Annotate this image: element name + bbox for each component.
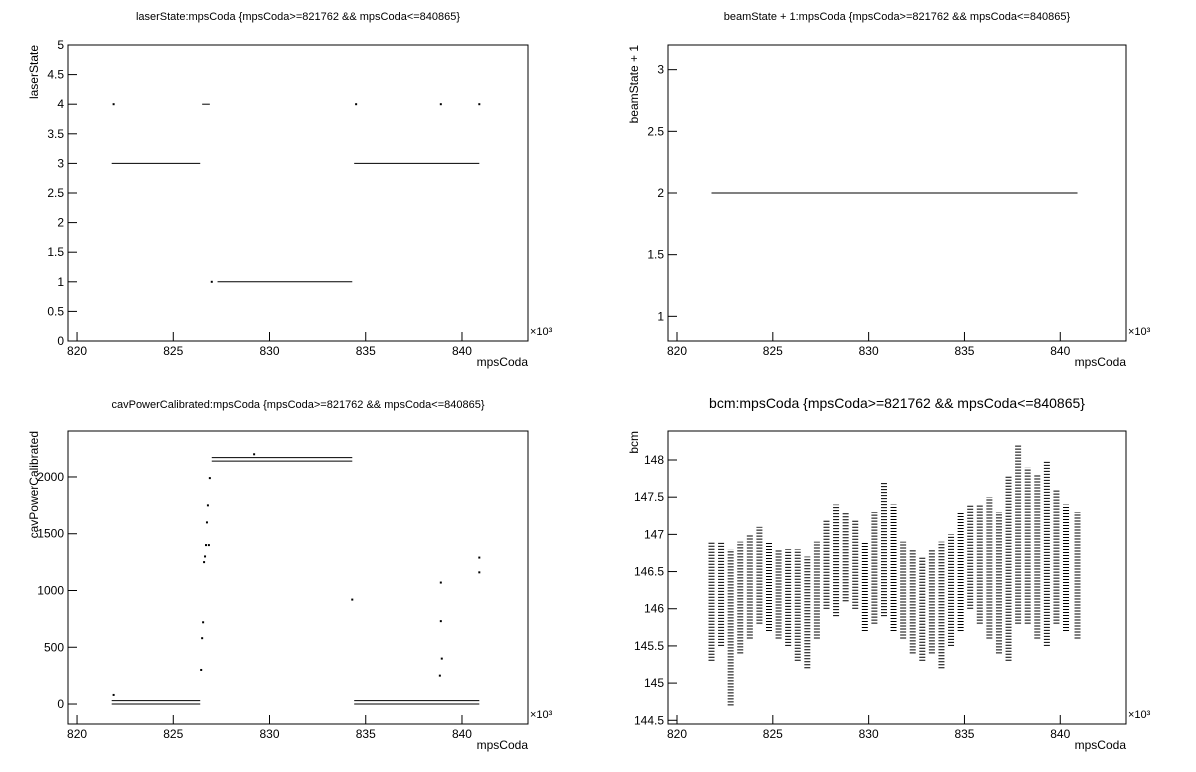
data-point bbox=[478, 103, 481, 106]
x-exponent: ×10³ bbox=[530, 326, 553, 338]
x-tick-label: 820 bbox=[67, 727, 87, 741]
x-tick-label: 840 bbox=[1050, 344, 1070, 358]
x-tick-label: 830 bbox=[259, 344, 279, 358]
data-point bbox=[206, 504, 209, 507]
x-tick-label: 830 bbox=[859, 344, 879, 358]
data-point bbox=[438, 674, 441, 677]
y-tick-label: 1.5 bbox=[647, 248, 664, 262]
chart-title: cavPowerCalibrated:mpsCoda {mpsCoda>=821… bbox=[111, 399, 484, 411]
y-tick-label: 145.5 bbox=[634, 639, 664, 653]
data-point bbox=[202, 621, 205, 624]
y-tick-label: 0 bbox=[57, 334, 64, 348]
y-axis-label: beamState + 1 bbox=[627, 45, 641, 124]
y-tick-label: 3.5 bbox=[47, 127, 64, 141]
y-tick-label: 1000 bbox=[37, 583, 64, 597]
plot-frame bbox=[67, 44, 529, 342]
x-tick-label: 830 bbox=[859, 727, 879, 741]
y-tick-label: 2.5 bbox=[647, 124, 664, 138]
y-tick-label: 2 bbox=[657, 186, 664, 200]
chart-title: bcm:mpsCoda {mpsCoda>=821762 && mpsCoda<… bbox=[709, 395, 1085, 411]
data-point bbox=[204, 555, 207, 558]
x-tick-label: 825 bbox=[163, 344, 183, 358]
x-tick-label: 835 bbox=[954, 727, 974, 741]
x-tick-label: 825 bbox=[163, 727, 183, 741]
y-tick-label: 148 bbox=[644, 453, 664, 467]
y-tick-label: 4 bbox=[57, 97, 64, 111]
data-point bbox=[439, 581, 442, 584]
y-tick-label: 1 bbox=[57, 275, 64, 289]
y-tick-label: 500 bbox=[44, 640, 64, 654]
y-tick-label: 1.5 bbox=[47, 245, 64, 259]
x-axis-label: mpsCoda bbox=[477, 738, 529, 752]
plot-frame bbox=[667, 430, 1127, 725]
data-point bbox=[210, 280, 213, 283]
y-tick-label: 1500 bbox=[37, 527, 64, 541]
y-axis-label: laserState bbox=[27, 45, 41, 99]
data-point bbox=[207, 544, 210, 547]
y-tick-label: 3 bbox=[657, 63, 664, 77]
x-tick-label: 835 bbox=[356, 344, 376, 358]
y-tick-label: 2.5 bbox=[47, 186, 64, 200]
y-axis-label: cavPowerCalibrated bbox=[27, 431, 41, 538]
data-point bbox=[253, 453, 256, 456]
x-tick-label: 820 bbox=[667, 727, 687, 741]
data-point bbox=[478, 556, 481, 559]
x-tick-label: 820 bbox=[667, 344, 687, 358]
x-exponent: ×10³ bbox=[530, 709, 553, 721]
x-tick-label: 820 bbox=[67, 344, 87, 358]
data-point bbox=[478, 571, 481, 574]
x-tick-label: 840 bbox=[1050, 727, 1070, 741]
data-point bbox=[439, 620, 442, 623]
x-axis-label: mpsCoda bbox=[1075, 355, 1127, 369]
x-tick-label: 835 bbox=[356, 727, 376, 741]
y-axis-label: bcm bbox=[627, 431, 641, 454]
y-tick-label: 2000 bbox=[37, 470, 64, 484]
y-tick-label: 146.5 bbox=[634, 565, 664, 579]
y-tick-label: 145 bbox=[644, 676, 664, 690]
x-tick-label: 825 bbox=[763, 727, 783, 741]
data-point bbox=[208, 477, 211, 480]
y-tick-label: 144.5 bbox=[634, 713, 664, 727]
y-tick-label: 3 bbox=[57, 156, 64, 170]
y-tick-label: 0.5 bbox=[47, 304, 64, 318]
data-point bbox=[201, 637, 204, 640]
data-point bbox=[439, 103, 442, 106]
data-point bbox=[203, 561, 206, 564]
x-tick-label: 840 bbox=[452, 344, 472, 358]
data-point bbox=[355, 103, 358, 106]
y-tick-label: 146 bbox=[644, 602, 664, 616]
y-tick-label: 147.5 bbox=[634, 490, 664, 504]
data-point bbox=[440, 657, 443, 660]
y-tick-label: 147 bbox=[644, 527, 664, 541]
chart-title: beamState + 1:mpsCoda {mpsCoda>=821762 &… bbox=[724, 11, 1071, 23]
data-point bbox=[351, 598, 354, 601]
x-tick-label: 825 bbox=[763, 344, 783, 358]
x-exponent: ×10³ bbox=[1128, 326, 1151, 338]
x-tick-label: 830 bbox=[259, 727, 279, 741]
x-axis-label: mpsCoda bbox=[1075, 738, 1127, 752]
data-point bbox=[112, 103, 115, 106]
data-point bbox=[112, 693, 115, 696]
data-point bbox=[200, 668, 203, 671]
data-point bbox=[205, 544, 207, 547]
x-tick-label: 840 bbox=[452, 727, 472, 741]
plot-frame bbox=[67, 430, 529, 725]
x-axis-label: mpsCoda bbox=[477, 355, 529, 369]
data-point bbox=[205, 521, 208, 524]
y-tick-label: 4.5 bbox=[47, 68, 64, 82]
x-tick-label: 835 bbox=[954, 344, 974, 358]
y-tick-label: 1 bbox=[657, 309, 664, 323]
y-tick-label: 2 bbox=[57, 216, 64, 230]
chart-title: laserState:mpsCoda {mpsCoda>=821762 && m… bbox=[136, 11, 460, 23]
y-tick-label: 5 bbox=[57, 38, 64, 52]
y-tick-label: 0 bbox=[57, 697, 64, 711]
x-exponent: ×10³ bbox=[1128, 709, 1151, 721]
